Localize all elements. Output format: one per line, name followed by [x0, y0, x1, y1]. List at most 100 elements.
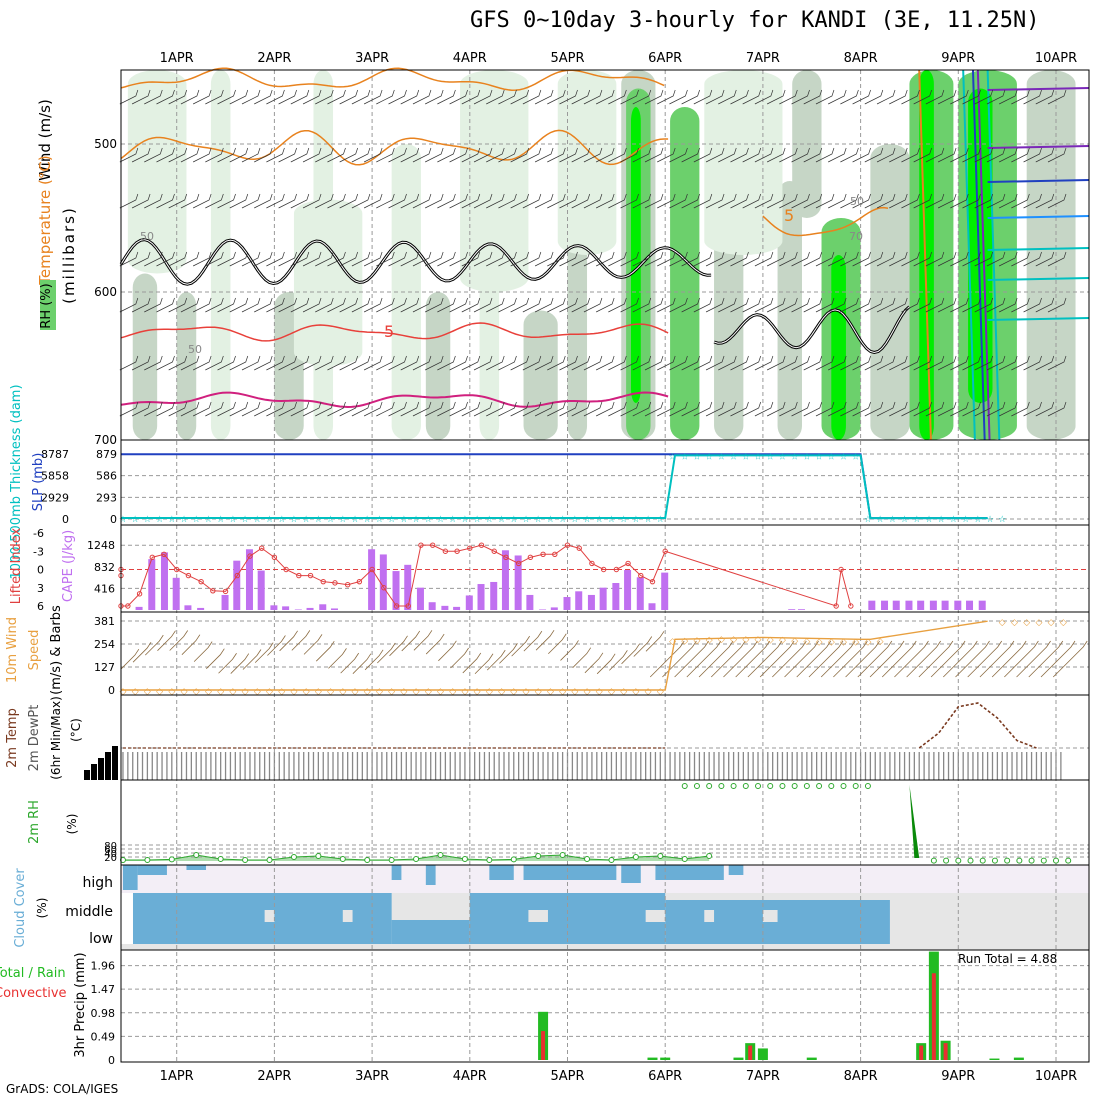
wind10-barb: [377, 642, 396, 664]
wind-barb: [644, 401, 664, 417]
wind-barb: [840, 251, 859, 267]
wind-barb: [815, 89, 835, 105]
wind-barb: [620, 355, 639, 371]
wind-barb: [400, 355, 420, 371]
wind-barb: [205, 355, 224, 371]
wind10-marker: ◇: [217, 687, 224, 697]
cape-bar: [788, 609, 796, 610]
wind-barb: [1035, 147, 1055, 163]
wind10-marker: ◇: [584, 687, 591, 697]
wind-barb: [669, 251, 688, 267]
wind-barb: [1011, 147, 1030, 163]
wind-barb: [327, 355, 346, 371]
cloud-low-block: [391, 920, 470, 944]
wind-barb: [962, 355, 981, 371]
thickness-marker: ☆: [461, 515, 469, 525]
wind-barb: [925, 89, 945, 105]
wind-barb: [657, 251, 676, 267]
wind10-barb: [120, 648, 140, 670]
wind-barb: [1023, 89, 1042, 105]
wind-speed-isoline-inner: [120, 239, 712, 285]
wind-barb: [1047, 193, 1067, 209]
wind-barb: [131, 147, 151, 163]
cape-bar: [941, 600, 949, 610]
wind-barb: [754, 401, 774, 417]
wind-barb: [449, 147, 468, 163]
rh2m-point-late: [967, 857, 974, 864]
li-point: [576, 545, 582, 551]
wind-barb: [583, 355, 603, 371]
wind-barb: [119, 89, 139, 105]
wind-barb: [400, 297, 420, 313]
wind-barb: [705, 297, 725, 313]
wind-barb: [681, 89, 700, 105]
wind10-marker: ◇: [376, 687, 383, 697]
wind-barb: [473, 193, 493, 209]
wind-barb: [168, 251, 188, 267]
rh2m-point: [535, 853, 542, 859]
wind-barb: [180, 251, 200, 267]
wind-barb: [144, 251, 163, 267]
cape-tick-label: 1248: [87, 539, 115, 552]
wind-barb: [937, 355, 957, 371]
wind-barb: [351, 147, 371, 163]
wind-barb: [608, 89, 627, 105]
wind-barb: [937, 297, 957, 313]
wind-barb: [290, 297, 310, 313]
thickness-marker: ☆: [632, 515, 640, 525]
wind-barb: [864, 251, 884, 267]
thickness-marker: ☆: [656, 515, 664, 525]
day-tick-label-bottom: 8APR: [844, 1069, 878, 1084]
wind10-barb: [242, 649, 262, 670]
wind-barb: [241, 401, 261, 417]
wind-barb: [144, 89, 163, 105]
wind-barb: [1011, 89, 1030, 105]
wind-barb: [486, 297, 505, 313]
wind-barb: [583, 193, 603, 209]
thickness-marker: ☆: [363, 515, 371, 525]
wind10-barb: [621, 643, 640, 665]
cloud-high-bar: [391, 865, 402, 880]
wind-barb: [974, 89, 994, 105]
wind-barb: [363, 147, 383, 163]
wind-barb: [913, 297, 932, 313]
series-line-0: [121, 453, 988, 520]
wind-barb: [803, 89, 823, 105]
wind-barb: [229, 251, 249, 267]
rh2m-point: [657, 853, 664, 859]
li-point: [258, 545, 265, 551]
wind-barb: [254, 193, 273, 209]
rh2m-point: [706, 853, 713, 859]
wind-barb: [315, 297, 334, 313]
li-point: [662, 548, 668, 554]
wind-barb: [498, 89, 517, 105]
wind-barb: [156, 355, 175, 371]
cape-bar: [892, 600, 900, 610]
thickness-marker: ☆: [583, 515, 591, 525]
thickness-marker: ☆: [681, 452, 689, 462]
temp2m-axis-label-3: (6hr Min/Max): [49, 696, 63, 780]
wind10-marker: ◇: [510, 687, 517, 697]
wind-barb: [290, 147, 310, 163]
wind-barb: [205, 89, 224, 105]
rh-shade: [176, 292, 197, 440]
wind-barb: [974, 401, 994, 417]
wind-barb: [425, 193, 444, 209]
contour-label: 70: [849, 230, 863, 243]
wind-barb: [412, 401, 432, 417]
wind-barb: [632, 89, 652, 105]
wind-barb: [779, 401, 798, 417]
wind-barb: [425, 401, 444, 417]
rh2m-point: [364, 857, 371, 863]
thickness-marker: ☆: [241, 515, 249, 525]
wind-barb: [730, 147, 749, 163]
li-point: [296, 572, 302, 579]
thickness-marker: ☆: [314, 515, 322, 525]
li-point: [405, 603, 411, 609]
rh2m-point: [217, 856, 224, 862]
wind-barb: [595, 251, 615, 267]
wind-barb: [547, 251, 566, 267]
wind-barb: [669, 401, 688, 417]
wind-barb: [388, 355, 407, 371]
wind10-barb: [662, 640, 697, 678]
